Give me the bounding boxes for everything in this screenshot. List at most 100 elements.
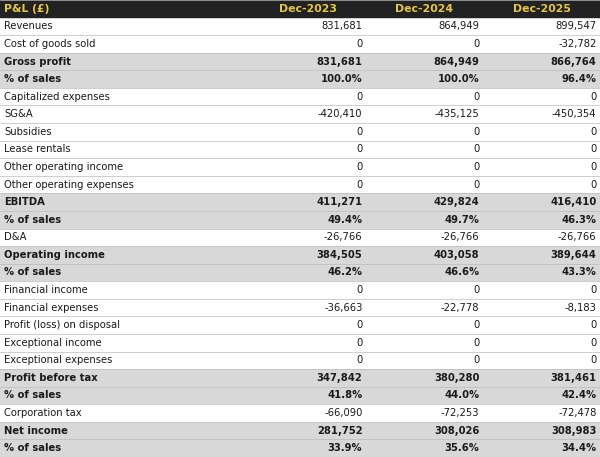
Text: 100.0%: 100.0%	[437, 74, 479, 84]
Text: 866,764: 866,764	[551, 57, 596, 67]
Text: 0: 0	[356, 144, 362, 154]
Bar	[0, 316, 600, 334]
Text: 381,461: 381,461	[550, 373, 596, 383]
Text: 0: 0	[356, 127, 362, 137]
Text: Other operating expenses: Other operating expenses	[4, 180, 134, 190]
Bar	[0, 422, 600, 440]
Text: 0: 0	[590, 285, 596, 295]
Text: Profit before tax: Profit before tax	[4, 373, 98, 383]
Text: Exceptional income: Exceptional income	[4, 338, 102, 348]
Text: -435,125: -435,125	[434, 109, 479, 119]
Text: 0: 0	[473, 285, 479, 295]
Text: -72,478: -72,478	[558, 408, 596, 418]
Text: 33.9%: 33.9%	[328, 443, 362, 453]
Bar	[0, 176, 600, 193]
Text: -66,090: -66,090	[324, 408, 362, 418]
Text: 46.6%: 46.6%	[444, 267, 479, 277]
Text: Exceptional expenses: Exceptional expenses	[4, 356, 113, 365]
Text: % of sales: % of sales	[4, 74, 61, 84]
Text: 0: 0	[473, 356, 479, 365]
Bar	[0, 141, 600, 158]
Text: Revenues: Revenues	[4, 21, 53, 32]
Text: 41.8%: 41.8%	[327, 390, 362, 400]
Bar	[0, 264, 600, 281]
Bar	[0, 123, 600, 141]
Text: Dec-2025: Dec-2025	[512, 4, 571, 14]
Text: -420,410: -420,410	[318, 109, 362, 119]
Text: SG&A: SG&A	[4, 109, 33, 119]
Text: Dec-2024: Dec-2024	[395, 4, 454, 14]
Text: -26,766: -26,766	[558, 232, 596, 242]
Text: 899,547: 899,547	[555, 21, 596, 32]
Bar	[0, 211, 600, 228]
Text: 42.4%: 42.4%	[561, 390, 596, 400]
Text: 0: 0	[473, 162, 479, 172]
Text: % of sales: % of sales	[4, 215, 61, 225]
Text: 403,058: 403,058	[434, 250, 479, 260]
Bar	[0, 404, 600, 422]
Bar	[0, 387, 600, 404]
Text: 380,280: 380,280	[434, 373, 479, 383]
Text: 44.0%: 44.0%	[444, 390, 479, 400]
Text: 49.4%: 49.4%	[327, 215, 362, 225]
Text: 0: 0	[590, 320, 596, 330]
Text: Dec-2023: Dec-2023	[278, 4, 337, 14]
Text: 49.7%: 49.7%	[445, 215, 479, 225]
Text: 43.3%: 43.3%	[562, 267, 596, 277]
Text: -8,183: -8,183	[565, 303, 596, 313]
Text: 46.3%: 46.3%	[562, 215, 596, 225]
Text: Subsidies: Subsidies	[4, 127, 52, 137]
Text: % of sales: % of sales	[4, 390, 61, 400]
Text: -450,354: -450,354	[552, 109, 596, 119]
Text: 429,824: 429,824	[434, 197, 479, 207]
Text: 0: 0	[473, 338, 479, 348]
Text: 308,026: 308,026	[434, 425, 479, 436]
Text: 416,410: 416,410	[550, 197, 596, 207]
Bar	[0, 228, 600, 246]
Text: 0: 0	[590, 92, 596, 101]
Bar	[0, 158, 600, 176]
Text: 0: 0	[356, 356, 362, 365]
Bar	[0, 35, 600, 53]
Bar	[0, 369, 600, 387]
Bar	[0, 53, 600, 70]
Text: EBITDA: EBITDA	[4, 197, 45, 207]
Bar	[0, 0, 600, 17]
Text: 0: 0	[356, 180, 362, 190]
Bar	[0, 106, 600, 123]
Text: Net income: Net income	[4, 425, 68, 436]
Text: 0: 0	[590, 162, 596, 172]
Text: -36,663: -36,663	[324, 303, 362, 313]
Bar	[0, 440, 600, 457]
Text: 389,644: 389,644	[551, 250, 596, 260]
Text: -26,766: -26,766	[441, 232, 479, 242]
Text: 0: 0	[356, 285, 362, 295]
Text: 0: 0	[590, 180, 596, 190]
Text: 0: 0	[356, 92, 362, 101]
Text: 100.0%: 100.0%	[320, 74, 362, 84]
Text: Lease rentals: Lease rentals	[4, 144, 71, 154]
Text: Financial income: Financial income	[4, 285, 88, 295]
Text: Gross profit: Gross profit	[4, 57, 71, 67]
Text: 34.4%: 34.4%	[561, 443, 596, 453]
Bar	[0, 88, 600, 106]
Bar	[0, 334, 600, 351]
Text: 864,949: 864,949	[439, 21, 479, 32]
Bar	[0, 17, 600, 35]
Text: 308,983: 308,983	[551, 425, 596, 436]
Text: 0: 0	[473, 180, 479, 190]
Text: Operating income: Operating income	[4, 250, 105, 260]
Text: 0: 0	[473, 39, 479, 49]
Text: P&L (£): P&L (£)	[4, 4, 50, 14]
Bar	[0, 246, 600, 264]
Bar	[0, 281, 600, 299]
Text: 831,681: 831,681	[322, 21, 362, 32]
Text: 0: 0	[356, 338, 362, 348]
Text: 831,681: 831,681	[316, 57, 362, 67]
Text: -72,253: -72,253	[441, 408, 479, 418]
Text: Profit (loss) on disposal: Profit (loss) on disposal	[4, 320, 120, 330]
Bar	[0, 70, 600, 88]
Text: Corporation tax: Corporation tax	[4, 408, 82, 418]
Text: 411,271: 411,271	[316, 197, 362, 207]
Bar	[0, 193, 600, 211]
